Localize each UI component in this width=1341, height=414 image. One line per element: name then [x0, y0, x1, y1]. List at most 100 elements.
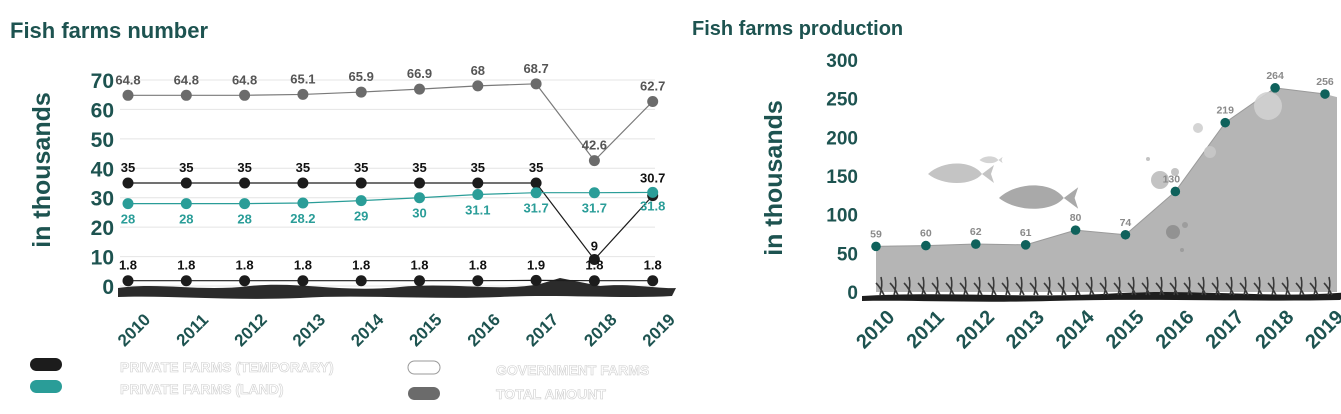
- seagrass-decoration: [1309, 276, 1319, 296]
- left-data-point: [180, 177, 192, 189]
- left-data-label: 28: [237, 212, 251, 227]
- left-y-tick-label: 60: [91, 99, 114, 122]
- legend-label: GOVERNMENT FARMS: [496, 362, 649, 378]
- left-y-tick-label: 10: [91, 247, 114, 270]
- legend-label: PRIVATE FARMS (LAND): [120, 381, 284, 397]
- bubble-decoration: [1193, 123, 1203, 133]
- left-y-tick-label: 30: [91, 188, 114, 211]
- production-data-label: 130: [1163, 173, 1181, 185]
- left-data-label: 35: [529, 160, 543, 175]
- left-data-point: [414, 177, 425, 189]
- production-data-label: 59: [870, 228, 882, 240]
- left-data-label: 65.1: [290, 71, 315, 86]
- left-x-tick-label: 2011: [173, 310, 213, 350]
- left-data-label: 31.7: [582, 201, 607, 216]
- legend-swatch: [30, 358, 62, 371]
- seagrass-decoration: [1015, 276, 1025, 296]
- left-data-label: 35: [121, 160, 135, 175]
- seagrass-decoration: [1099, 276, 1109, 296]
- right-x-tick-label: 2017: [1201, 306, 1248, 353]
- right-chart-title: Fish farms production: [692, 18, 904, 40]
- left-x-tick-label: 2014: [347, 310, 388, 351]
- left-data-label: 42.6: [582, 138, 607, 153]
- left-data-label: 35: [471, 160, 485, 175]
- left-data-label: 35: [354, 160, 368, 175]
- left-data-label: 1.8: [469, 258, 487, 273]
- left-data-point: [588, 254, 600, 266]
- left-data-label: 68.7: [523, 61, 548, 76]
- fish-farms-production-chart: 59 60 62 61 80 74 130 219 264 256 0 50 100 150 200 250…: [760, 51, 1341, 353]
- legend-swatch: [30, 380, 62, 393]
- left-y-axis-label: in thousands: [28, 92, 56, 248]
- right-x-tick-label: 2018: [1251, 306, 1298, 353]
- bubble-decoration: [1146, 157, 1150, 161]
- left-data-label: 1.8: [352, 258, 370, 273]
- seagrass-decoration: [1085, 276, 1095, 296]
- seagrass-decoration: [1267, 276, 1277, 296]
- left-y-tick-label: 40: [91, 158, 114, 181]
- left-x-tick-label: 2010: [114, 310, 154, 350]
- left-x-tick-label: 2012: [231, 310, 271, 350]
- bubble-decoration: [1151, 171, 1169, 189]
- seagrass-decoration: [889, 276, 899, 296]
- left-data-point: [239, 177, 251, 189]
- left-data-point: [472, 188, 484, 200]
- production-data-label: 80: [1070, 212, 1082, 224]
- right-seabed-decoration: [862, 292, 1341, 302]
- left-data-label: 64.8: [115, 72, 140, 87]
- left-data-label: 31.1: [465, 202, 490, 217]
- left-series-line: [128, 182, 654, 261]
- production-data-point: [871, 241, 881, 252]
- left-data-point: [414, 275, 425, 287]
- production-area: [876, 87, 1337, 292]
- bubble-decoration: [1180, 248, 1184, 252]
- left-data-point: [647, 95, 659, 107]
- production-data-point: [1120, 229, 1131, 240]
- left-data-point: [530, 187, 542, 199]
- seagrass-decoration: [1071, 276, 1081, 296]
- seagrass-decoration: [1225, 276, 1235, 296]
- left-data-point: [122, 89, 134, 101]
- left-data-label: 29: [354, 209, 368, 224]
- seagrass-decoration: [917, 276, 927, 296]
- left-data-label: 35: [179, 160, 193, 175]
- left-data-label: 1.8: [644, 258, 662, 273]
- left-series-line: [128, 83, 654, 162]
- seagrass-decoration: [1113, 276, 1123, 296]
- left-data-point: [472, 275, 484, 287]
- left-data-point: [414, 83, 425, 95]
- left-data-point: [122, 275, 134, 287]
- production-line: [875, 87, 1326, 247]
- right-x-tick-label: 2015: [1102, 306, 1149, 353]
- left-data-label: 65.9: [349, 69, 374, 84]
- right-y-axis-label: in thousands: [760, 100, 788, 256]
- right-x-tick-label: 2011: [903, 307, 949, 353]
- right-x-tick-label: 2010: [852, 306, 899, 353]
- production-data-label: 61: [1020, 227, 1032, 239]
- left-data-point: [180, 275, 192, 287]
- left-data-point: [588, 187, 600, 199]
- left-data-label: 35: [237, 160, 251, 175]
- seagrass-decoration: [1295, 276, 1305, 296]
- left-data-label: 62.7: [640, 78, 665, 93]
- legend-label: PRIVATE FARMS (TEMPORARY): [120, 359, 334, 375]
- left-y-tick-label: 50: [91, 129, 114, 152]
- fish-decoration: [979, 156, 1003, 164]
- left-data-point: [122, 198, 134, 210]
- left-data-point: [414, 192, 425, 204]
- production-data-point: [1220, 117, 1231, 128]
- left-chart-title: Fish farms number: [10, 18, 209, 43]
- right-y-tick-label: 100: [826, 206, 858, 227]
- left-data-label: 35: [296, 160, 310, 175]
- production-data-label: 264: [1266, 70, 1284, 82]
- right-y-tick-label: 300: [826, 51, 858, 72]
- left-data-point: [297, 88, 309, 100]
- production-data-point: [1270, 83, 1280, 93]
- right-y-tick-label: 150: [826, 167, 858, 188]
- left-data-label: 31.8: [640, 198, 665, 213]
- left-data-label: 30: [412, 206, 426, 221]
- legend-swatch: [407, 360, 441, 375]
- left-data-label: 35: [412, 160, 426, 175]
- seagrass-decoration: [1239, 276, 1249, 296]
- left-data-point: [472, 80, 484, 92]
